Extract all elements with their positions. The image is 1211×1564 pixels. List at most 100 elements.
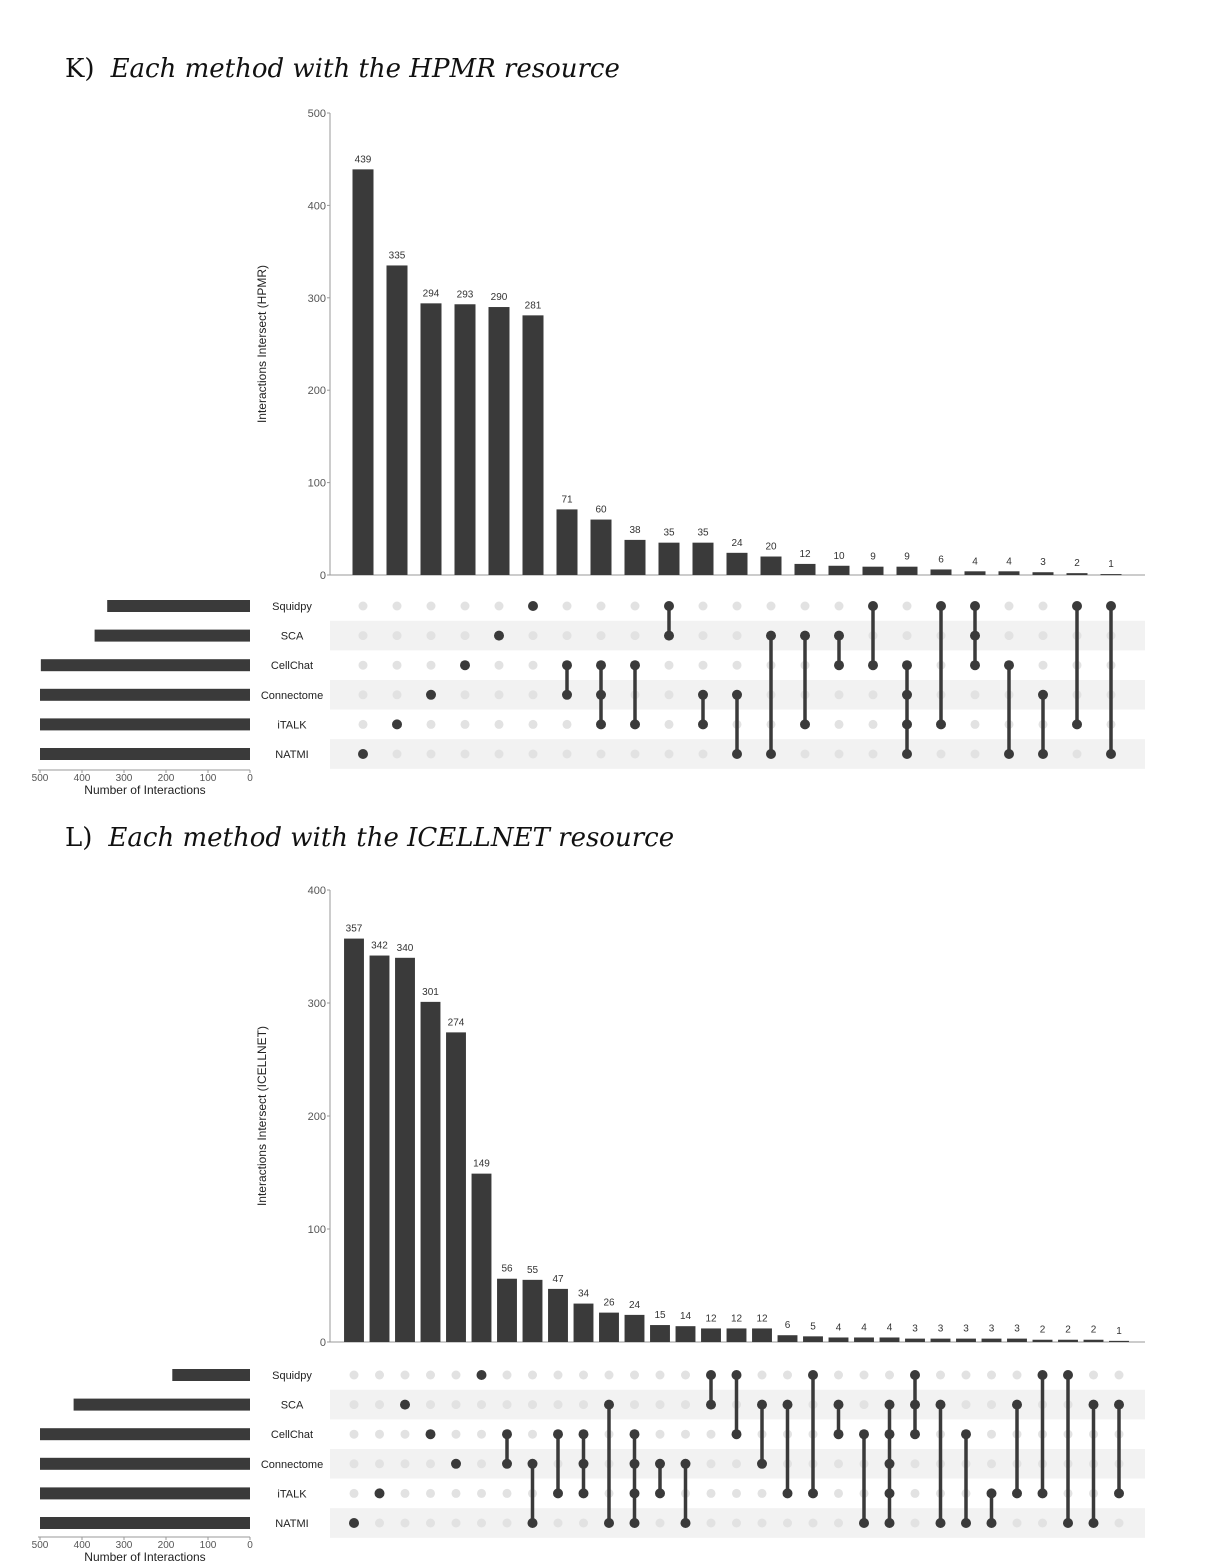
intersection-bar-label: 71 [561,494,573,505]
matrix-dot-active [935,1518,946,1528]
matrix-dot-inactive [1089,1370,1098,1380]
matrix-dot-inactive [400,1488,410,1498]
matrix-dot-inactive [349,1400,359,1410]
matrix-dot-active [1114,1399,1124,1410]
matrix-dot-inactive [426,719,436,729]
matrix-dot-inactive [553,1370,563,1380]
matrix-dot-inactive [800,749,810,759]
matrix-dot-active [596,660,606,671]
panel-l-letter: L) [65,823,93,853]
intersection-bar-label: 9 [870,552,876,563]
matrix-dot-inactive [732,1518,741,1528]
set-size-bar [40,718,250,731]
matrix-dot-inactive [528,1400,537,1410]
intersection-bar-label: 20 [765,542,777,553]
matrix-dot-active [604,1518,614,1528]
intersection-bar-label: 274 [448,1017,465,1028]
matrix-dot-inactive [902,601,912,611]
matrix-dot-inactive [528,749,538,759]
matrix-dot-inactive [706,1429,716,1439]
matrix-dot-inactive [502,1518,512,1528]
matrix-dot-inactive [664,660,674,670]
intersection-bar-label: 439 [355,154,372,165]
matrix-dot-inactive [1038,1518,1047,1528]
matrix-dot-inactive [834,749,844,759]
intersection-bar [386,265,408,575]
intersection-bar-label: 35 [697,528,709,539]
intersection-bar [1007,1338,1027,1342]
y-tick-label: 100 [308,1224,326,1236]
intersection-bar [497,1278,517,1342]
matrix-dot-inactive [834,1370,843,1380]
matrix-dot-active [859,1518,869,1528]
matrix-dot-active [1088,1399,1099,1410]
matrix-dot-inactive [502,1370,512,1380]
intersection-bar-label: 290 [491,292,508,303]
matrix-dot-active [910,1429,920,1440]
matrix-dot-inactive [732,1488,741,1498]
intersection-bar [675,1326,696,1342]
matrix-dot-inactive [698,631,708,641]
intersection-bar-label: 12 [731,1313,743,1324]
intersection-bar [658,542,680,575]
set-size-tick-label: 300 [116,1540,133,1551]
intersection-bar [905,1338,925,1342]
matrix-dot-active [562,689,572,700]
matrix-dot-active [706,1370,716,1380]
intersection-bar [777,1335,798,1342]
intersection-bar-label: 342 [371,941,388,952]
intersection-bar [420,1001,441,1342]
set-size-tick-label: 100 [200,773,217,784]
matrix-dot-inactive [426,631,436,641]
intersection-bar-label: 24 [629,1300,641,1311]
matrix-dot-inactive [664,749,674,759]
matrix-dot-inactive [460,690,470,700]
matrix-dot-active [970,601,980,611]
matrix-dot-inactive [400,1370,410,1380]
matrix-dot-inactive [460,719,470,729]
matrix-dot-inactive [987,1429,996,1439]
intersection-bar [650,1325,670,1342]
matrix-dot-active [1063,1518,1073,1528]
matrix-dot-inactive [477,1518,486,1528]
intersection-bar [446,1032,466,1342]
set-size-tick-label: 400 [74,773,91,784]
intersection-bar-label: 9 [904,552,910,563]
matrix-dot-inactive [596,749,606,759]
set-size-tick-label: 200 [158,1540,175,1551]
y-tick-label: 400 [308,200,326,212]
set-size-tick-label: 300 [116,773,133,784]
matrix-dot-inactive [426,1459,435,1469]
matrix-dot-active [706,1399,716,1410]
matrix-dot-active [392,719,402,730]
matrix-dot-inactive [1004,601,1014,611]
matrix-dot-active [732,749,742,759]
intersection-bar-label: 4 [836,1322,842,1333]
matrix-dot-active [1072,601,1082,611]
matrix-dot-active [664,630,674,641]
intersection-bar [981,1338,1002,1342]
set-name-label: iTALK [277,719,307,731]
matrix-dot-active [629,1488,640,1499]
matrix-dot-active [553,1429,563,1440]
matrix-dot-inactive [579,1370,588,1380]
intersection-bar [471,1173,492,1342]
set-size-bar [40,1517,250,1529]
intersection-bar [956,1338,976,1342]
matrix-dot-active [425,1429,436,1440]
matrix-dot-active [527,1518,538,1528]
intersection-bar [599,1312,619,1342]
matrix-dot-inactive [553,1400,563,1410]
set-size-tick-label: 0 [247,773,253,784]
matrix-dot-active [833,1429,844,1440]
matrix-dot-active [1037,1488,1048,1499]
intersection-bar-label: 301 [422,987,439,998]
matrix-dot-inactive [1012,1370,1022,1380]
set-size-bar [40,659,251,672]
matrix-dot-active [374,1488,385,1499]
intersection-bar [344,938,364,1342]
matrix-dot-active [1038,749,1048,759]
matrix-dot-inactive [732,601,742,611]
matrix-dot-inactive [961,1400,971,1410]
panel-k-title: K) Each method with the HPMR resource [65,54,620,84]
